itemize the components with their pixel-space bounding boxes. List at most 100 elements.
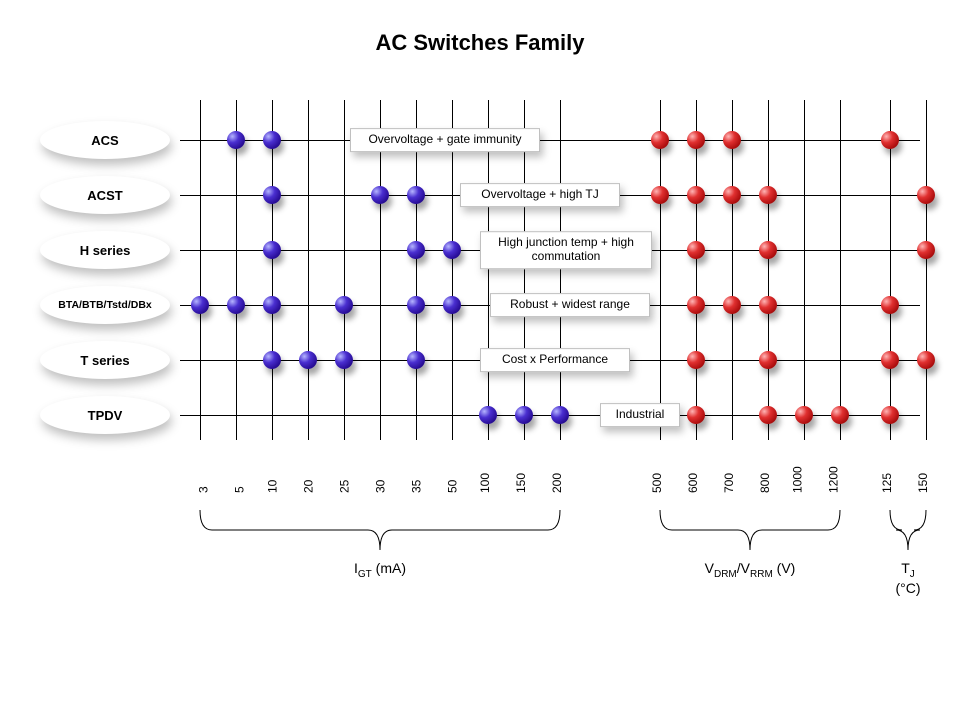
row-annotation: High junction temp + high commutation <box>480 231 652 269</box>
data-point <box>299 351 317 369</box>
x-tick-label: 500 <box>650 473 664 493</box>
gridline-vertical <box>560 100 561 440</box>
gridline-vertical <box>768 100 769 440</box>
x-tick-label: 150 <box>514 473 528 493</box>
row-annotation: Robust + widest range <box>490 293 650 317</box>
gridline-vertical <box>200 100 201 440</box>
row-annotation: Overvoltage + high TJ <box>460 183 620 207</box>
data-point <box>687 186 705 204</box>
data-point <box>335 351 353 369</box>
group-brace <box>880 510 936 560</box>
x-tick-label: 200 <box>550 473 564 493</box>
row-label: H series <box>40 231 170 269</box>
x-tick-label: 800 <box>758 473 772 493</box>
gridline-vertical <box>732 100 733 440</box>
data-point <box>881 131 899 149</box>
data-point <box>723 131 741 149</box>
data-point <box>723 296 741 314</box>
gridline-vertical <box>344 100 345 440</box>
data-point <box>759 241 777 259</box>
data-point <box>263 241 281 259</box>
data-point <box>551 406 569 424</box>
axis-group-label: TJ (°C) <box>895 560 920 596</box>
axis-group-label: VDRM/VRRM (V) <box>705 560 796 580</box>
data-point <box>263 296 281 314</box>
x-tick-label: 20 <box>301 480 315 493</box>
row-label: ACS <box>40 121 170 159</box>
data-point <box>407 186 425 204</box>
data-point <box>443 241 461 259</box>
data-point <box>651 131 669 149</box>
data-point <box>479 406 497 424</box>
gridline-vertical <box>926 100 927 440</box>
data-point <box>227 131 245 149</box>
data-point <box>759 296 777 314</box>
data-point <box>335 296 353 314</box>
data-point <box>831 406 849 424</box>
chart-area: ACS Overvoltage + gate immunity ACST Overvo… <box>40 100 920 480</box>
data-point <box>881 351 899 369</box>
gridline-vertical <box>236 100 237 440</box>
x-tick-label: 1000 <box>791 466 805 493</box>
data-point <box>263 351 281 369</box>
row-annotation: Industrial <box>600 403 680 427</box>
gridline-vertical <box>890 100 891 440</box>
x-tick-label: 3 <box>197 486 211 493</box>
gridline-vertical <box>308 100 309 440</box>
data-point <box>917 241 935 259</box>
x-tick-label: 10 <box>265 480 279 493</box>
data-point <box>917 186 935 204</box>
row-label: BTA/BTB/Tstd/DBx <box>40 286 170 324</box>
data-point <box>881 406 899 424</box>
data-point <box>687 296 705 314</box>
data-point <box>371 186 389 204</box>
data-point <box>515 406 533 424</box>
data-point <box>651 186 669 204</box>
row-annotation: Overvoltage + gate immunity <box>350 128 540 152</box>
group-brace <box>190 510 570 560</box>
gridline-vertical <box>660 100 661 440</box>
data-point <box>759 406 777 424</box>
gridline-horizontal <box>180 140 920 141</box>
x-tick-label: 5 <box>233 486 247 493</box>
data-point <box>263 131 281 149</box>
data-point <box>687 406 705 424</box>
gridline-vertical <box>804 100 805 440</box>
row-annotation: Cost x Performance <box>480 348 630 372</box>
x-tick-label: 100 <box>478 473 492 493</box>
data-point <box>191 296 209 314</box>
gridline-vertical <box>272 100 273 440</box>
data-point <box>881 296 899 314</box>
gridline-vertical <box>696 100 697 440</box>
x-tick-label: 150 <box>916 473 930 493</box>
data-point <box>407 351 425 369</box>
x-tick-label: 25 <box>337 480 351 493</box>
data-point <box>795 406 813 424</box>
data-point <box>687 241 705 259</box>
x-tick-label: 1200 <box>827 466 841 493</box>
x-tick-label: 700 <box>722 473 736 493</box>
x-tick-label: 600 <box>686 473 700 493</box>
row-label: ACST <box>40 176 170 214</box>
axis-group-label: IGT (mA) <box>354 560 406 580</box>
data-point <box>687 131 705 149</box>
data-point <box>687 351 705 369</box>
x-tick-label: 35 <box>409 480 423 493</box>
gridline-vertical <box>840 100 841 440</box>
x-tick-label: 50 <box>445 480 459 493</box>
data-point <box>759 186 777 204</box>
data-point <box>407 241 425 259</box>
data-point <box>723 186 741 204</box>
x-tick-label: 125 <box>880 473 894 493</box>
data-point <box>759 351 777 369</box>
data-point <box>917 351 935 369</box>
chart-title: AC Switches Family <box>0 30 960 56</box>
data-point <box>263 186 281 204</box>
x-tick-label: 30 <box>373 480 387 493</box>
group-brace <box>650 510 850 560</box>
row-label: TPDV <box>40 396 170 434</box>
data-point <box>443 296 461 314</box>
row-label: T series <box>40 341 170 379</box>
data-point <box>227 296 245 314</box>
data-point <box>407 296 425 314</box>
